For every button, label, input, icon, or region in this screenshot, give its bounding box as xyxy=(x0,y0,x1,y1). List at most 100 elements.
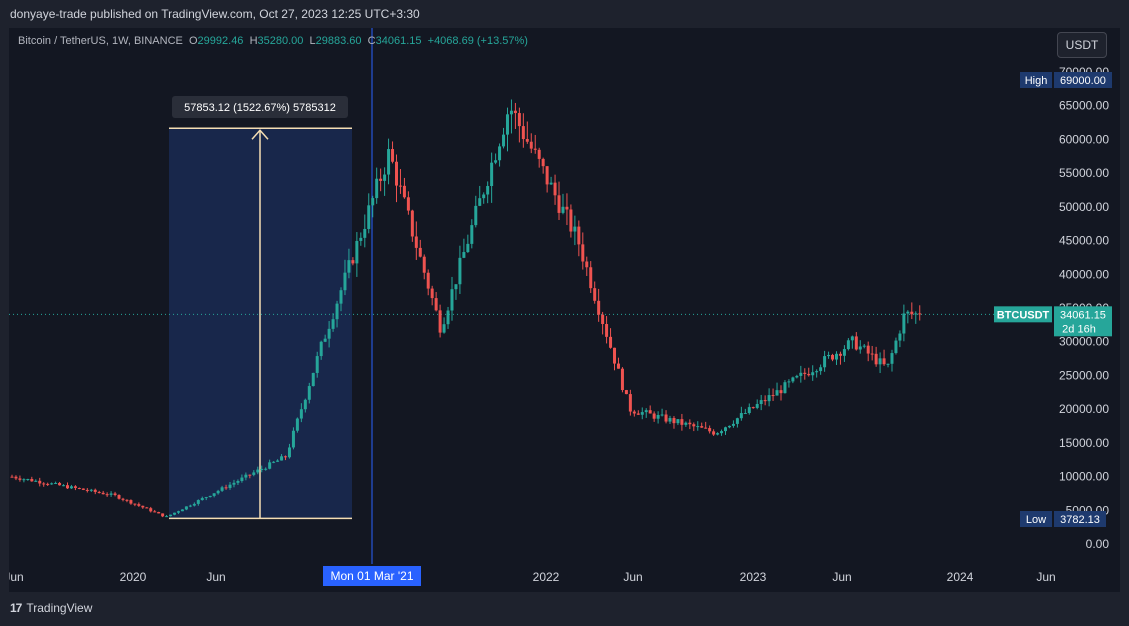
candle-body xyxy=(65,485,69,489)
x-tick-label: 2023 xyxy=(740,570,767,584)
candle-body xyxy=(890,353,894,364)
measure-label-box xyxy=(172,96,348,118)
candle-body xyxy=(914,313,918,315)
candle-body xyxy=(42,483,46,485)
candle-body xyxy=(129,500,133,504)
candle-body xyxy=(192,503,196,506)
high-label-box xyxy=(1020,72,1052,88)
candle-body xyxy=(838,353,842,356)
candle-body xyxy=(188,505,192,507)
price-symbol: BTCUSDT xyxy=(997,309,1050,321)
candle-body xyxy=(133,503,137,505)
candle-body xyxy=(165,516,169,518)
y-tick-label: 20000.00 xyxy=(1059,402,1109,416)
candle-body xyxy=(664,414,668,422)
candle-body xyxy=(406,197,410,211)
candle-body xyxy=(81,488,85,490)
candle-body xyxy=(541,158,545,167)
candle-body xyxy=(157,512,161,514)
candle-body xyxy=(327,328,331,339)
candle-body xyxy=(394,161,398,186)
candle-body xyxy=(69,486,73,489)
candle-body xyxy=(886,363,890,365)
candle-body xyxy=(854,336,858,350)
candle-body xyxy=(256,469,260,473)
candle-body xyxy=(319,341,323,357)
candle-body xyxy=(692,424,696,427)
candle-body xyxy=(827,354,831,357)
candle-body xyxy=(371,198,375,206)
candle-body xyxy=(26,478,30,480)
candle-body xyxy=(113,493,117,496)
candle-body xyxy=(260,468,264,470)
candle-body xyxy=(660,414,664,416)
candle-body xyxy=(335,303,339,320)
candle-body xyxy=(379,178,383,181)
candle-body xyxy=(173,512,177,515)
candle-body xyxy=(141,505,145,508)
candle-body xyxy=(878,358,882,365)
candle-body xyxy=(902,313,906,334)
candle-body xyxy=(755,404,759,408)
measure-label: 57853.12 (1522.67%) 5785312 xyxy=(184,102,336,114)
symbol-info: Bitcoin / TetherUS, 1W, BINANCE O29992.4… xyxy=(18,35,528,47)
candle-body xyxy=(605,323,609,337)
y-tick-label: 30000.00 xyxy=(1059,335,1109,349)
candle-body xyxy=(77,487,81,489)
candle-body xyxy=(434,298,438,311)
candle-body xyxy=(355,240,359,264)
candle-body xyxy=(228,484,232,488)
candle-body xyxy=(502,134,506,147)
candle-body xyxy=(462,252,466,258)
candle-body xyxy=(121,498,125,500)
currency-button[interactable]: USDT xyxy=(1057,32,1107,58)
candle-body xyxy=(525,139,529,142)
candle-body xyxy=(339,290,343,304)
x-tick-label: Jun xyxy=(206,570,225,584)
candle-body xyxy=(264,468,268,470)
y-tick-label: 55000.00 xyxy=(1059,166,1109,180)
candle-body xyxy=(636,413,640,415)
candle-body xyxy=(343,272,347,291)
tradingview-logo[interactable]: 17 TradingView xyxy=(10,601,92,615)
price-value-box xyxy=(1054,306,1112,337)
candle-body xyxy=(204,497,208,499)
candle-body xyxy=(846,340,850,350)
candle-body xyxy=(593,288,597,301)
candle-body xyxy=(426,272,430,289)
candle-body xyxy=(529,141,533,149)
candle-body xyxy=(791,377,795,382)
candle-body xyxy=(184,506,188,510)
y-tick-label: 45000.00 xyxy=(1059,234,1109,248)
candle-body xyxy=(874,353,878,365)
candle-body xyxy=(387,149,391,175)
candle-body xyxy=(438,310,442,333)
candle-body xyxy=(684,422,688,425)
candle-body xyxy=(858,346,862,350)
candle-body xyxy=(498,146,502,161)
candle-body xyxy=(906,311,910,314)
candle-body xyxy=(823,356,827,368)
candle-body xyxy=(367,205,371,229)
candle-body xyxy=(898,333,902,341)
candle-body xyxy=(303,399,307,410)
candle-body xyxy=(93,489,97,492)
candle-body xyxy=(870,353,874,355)
candle-body xyxy=(842,349,846,356)
candle-body xyxy=(807,373,811,376)
candle-body xyxy=(505,114,509,135)
high-value: 69000.00 xyxy=(1060,75,1106,87)
candle-body xyxy=(442,324,446,333)
candle-body xyxy=(414,236,418,248)
candle-body xyxy=(628,394,632,412)
candle-body xyxy=(644,410,648,413)
candle-body xyxy=(276,460,280,462)
candle-body xyxy=(850,336,854,341)
low-label: Low xyxy=(1026,514,1046,526)
candle-body xyxy=(759,400,763,405)
candle-body xyxy=(62,485,66,487)
price-chart[interactable]: 70000.0065000.0060000.0055000.0050000.00… xyxy=(9,28,1120,592)
chart-area[interactable]: 70000.0065000.0060000.0055000.0050000.00… xyxy=(9,28,1120,592)
candle-body xyxy=(446,310,450,325)
candle-body xyxy=(180,509,184,512)
